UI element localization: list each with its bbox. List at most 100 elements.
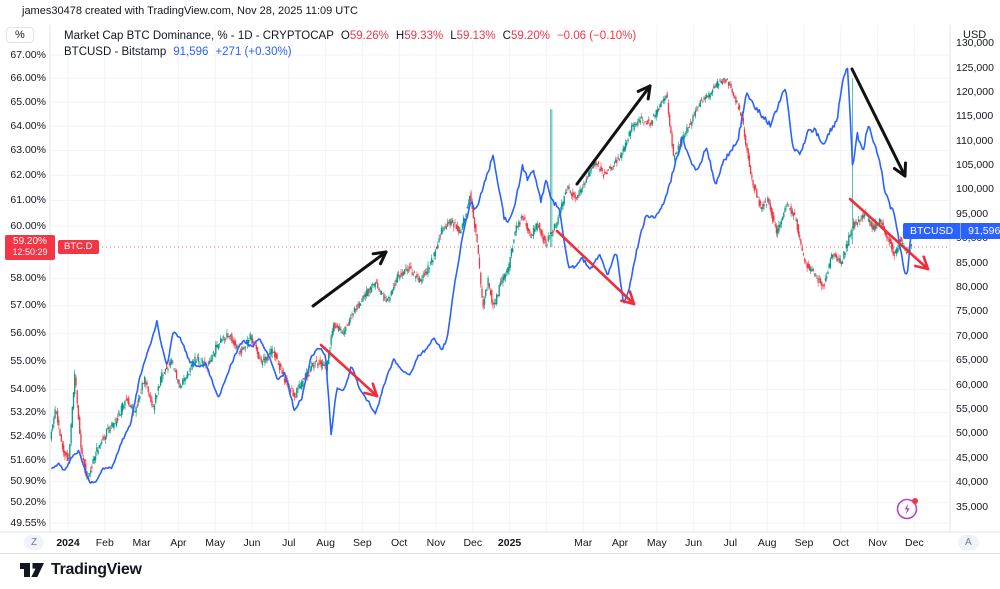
footer-bar: TradingView bbox=[0, 554, 1000, 589]
right-axis-tick: 45,000 bbox=[956, 451, 989, 464]
btcusd-label-symbol: BTCUSD bbox=[910, 224, 954, 237]
left-axis-tick: 66.00% bbox=[10, 71, 46, 84]
attribution-text: james30478 created with TradingView.com,… bbox=[22, 5, 358, 17]
left-axis-unit-button[interactable]: % bbox=[6, 27, 34, 43]
time-axis-label: 2025 bbox=[497, 537, 522, 549]
right-axis-tick: 85,000 bbox=[956, 256, 989, 269]
flash-circle bbox=[896, 498, 918, 520]
time-axis-label: Dec bbox=[905, 537, 924, 549]
ohlc-low-letter: L bbox=[450, 30, 457, 42]
right-axis-tick: 35,000 bbox=[956, 500, 989, 513]
left-axis-tick: 49.55% bbox=[10, 516, 46, 529]
right-axis-unit-label: USD bbox=[963, 29, 987, 41]
time-axis-label: May bbox=[646, 537, 667, 549]
left-axis-tick: 64.00% bbox=[10, 119, 46, 132]
chart-legend: Market Cap BTC Dominance, % - 1D - CRYPT… bbox=[64, 28, 636, 60]
ohlc-high-value: 59.33% bbox=[404, 30, 444, 42]
left-axis-tick: 57.00% bbox=[10, 299, 46, 312]
black-trend-arrow[interactable] bbox=[850, 67, 907, 178]
left-axis-tick: 63.00% bbox=[10, 144, 46, 156]
btcusd-line bbox=[50, 67, 913, 484]
right-axis-tick: 95,000 bbox=[956, 207, 989, 220]
btcusd-label-value: 91,596 bbox=[960, 222, 1000, 239]
time-axis-label: Aug bbox=[316, 537, 335, 549]
dominance-last-price: 59.20% bbox=[13, 236, 47, 247]
right-axis-tick: 120,000 bbox=[956, 85, 994, 98]
time-axis-label: Mar bbox=[574, 537, 593, 549]
ohlc-low-value: 59.13% bbox=[456, 30, 496, 42]
left-axis-tick: 58.00% bbox=[10, 272, 46, 285]
ohlc-open-letter: O bbox=[340, 30, 350, 42]
red-trend-arrow[interactable] bbox=[319, 343, 379, 398]
time-axis-label: Oct bbox=[832, 537, 849, 549]
time-axis-label: Apr bbox=[611, 537, 629, 549]
time-axis-label: Aug bbox=[757, 537, 777, 549]
left-axis-tick: 53.20% bbox=[10, 406, 46, 419]
time-axis-label: Dec bbox=[463, 537, 483, 549]
dominance-change: −0.06 (−0.10%) bbox=[556, 30, 637, 42]
btcd-symbol-tag: BTC.D bbox=[58, 240, 99, 254]
black-trend-arrow[interactable] bbox=[311, 250, 388, 308]
left-axis-tick: 60.00% bbox=[10, 219, 46, 232]
left-axis-tick: 62.00% bbox=[10, 168, 46, 181]
auto-scale-button[interactable]: A bbox=[958, 535, 979, 550]
trend-arrows[interactable] bbox=[311, 67, 930, 398]
black-trend-arrow[interactable] bbox=[575, 84, 652, 186]
btcusd-price: 91,596 bbox=[173, 46, 209, 58]
right-axis-tick: 105,000 bbox=[956, 159, 994, 172]
right-axis-tick: 110,000 bbox=[956, 134, 994, 147]
legend-dominance-row[interactable]: Market Cap BTC Dominance, % - 1D - CRYPT… bbox=[64, 28, 636, 44]
time-axis-label: Nov bbox=[868, 537, 887, 549]
right-axis-tick: 75,000 bbox=[956, 305, 989, 318]
notification-dot bbox=[912, 498, 918, 504]
time-axis-label: Sep bbox=[353, 537, 372, 549]
ohlc-high-letter: H bbox=[395, 30, 405, 42]
red-trend-arrow[interactable] bbox=[555, 229, 636, 306]
left-axis-tick: 65.00% bbox=[10, 95, 46, 108]
right-axis-tick: 115,000 bbox=[956, 110, 994, 123]
right-axis-tick: 60,000 bbox=[956, 378, 989, 391]
ohlc-open-value: 59.26% bbox=[349, 30, 389, 42]
time-axis-label: Apr bbox=[170, 537, 187, 549]
btcusd-change: +271 (+0.30%) bbox=[215, 46, 292, 58]
timezone-button[interactable]: Z bbox=[24, 535, 45, 550]
time-axis-label: Feb bbox=[95, 537, 114, 549]
ohlc-close-value: 59.20% bbox=[510, 30, 550, 42]
lightning-bolt-icon bbox=[904, 503, 910, 515]
left-axis-tick: 61.00% bbox=[10, 194, 46, 206]
right-axis-tick: 65,000 bbox=[956, 354, 989, 367]
dominance-series-title: Market Cap BTC Dominance, % - 1D - CRYPT… bbox=[64, 30, 334, 42]
time-axis-label: Jun bbox=[243, 537, 261, 549]
left-axis-tick: 54.00% bbox=[10, 383, 46, 396]
left-axis-tick: 52.40% bbox=[10, 429, 46, 442]
right-axis-tick: 125,000 bbox=[956, 61, 994, 74]
tradingview-logo[interactable]: TradingView bbox=[20, 560, 142, 580]
dominance-candles bbox=[50, 77, 912, 480]
red-trend-arrow[interactable] bbox=[848, 197, 930, 271]
right-axis-tick: 50,000 bbox=[956, 427, 989, 440]
time-axis-label: Jul bbox=[723, 537, 738, 549]
tradingview-logo-icon bbox=[20, 563, 44, 577]
right-axis-tick: 80,000 bbox=[956, 281, 989, 293]
right-axis-tick: 40,000 bbox=[956, 476, 989, 489]
right-axis-tick: 70,000 bbox=[956, 329, 989, 342]
bar-countdown: 12:50:29 bbox=[12, 247, 48, 257]
time-axis-label: Mar bbox=[132, 537, 151, 549]
grid-lines bbox=[50, 25, 950, 532]
left-axis-tick: 55.00% bbox=[10, 354, 46, 367]
time-axis-label: Nov bbox=[426, 537, 446, 549]
right-axis-tick: 55,000 bbox=[956, 403, 989, 415]
time-axis-label: Sep bbox=[794, 537, 814, 549]
tradingview-wordmark: TradingView bbox=[51, 561, 142, 578]
time-axis-label: Jul bbox=[282, 537, 296, 549]
ohlc-close-letter: C bbox=[502, 30, 511, 42]
legend-btcusd-row[interactable]: BTCUSD - Bitstamp 91,596 +271 (+0.30%) bbox=[64, 44, 636, 60]
flash-promo-button[interactable] bbox=[895, 495, 921, 526]
right-axis-tick: 100,000 bbox=[956, 183, 994, 196]
btcusd-series-title: BTCUSD - Bitstamp bbox=[64, 46, 167, 58]
left-axis-tick: 50.20% bbox=[10, 496, 46, 509]
left-axis-tick: 56.00% bbox=[10, 326, 46, 339]
btcusd-price-label: BTCUSD 91,596 bbox=[903, 222, 1000, 239]
